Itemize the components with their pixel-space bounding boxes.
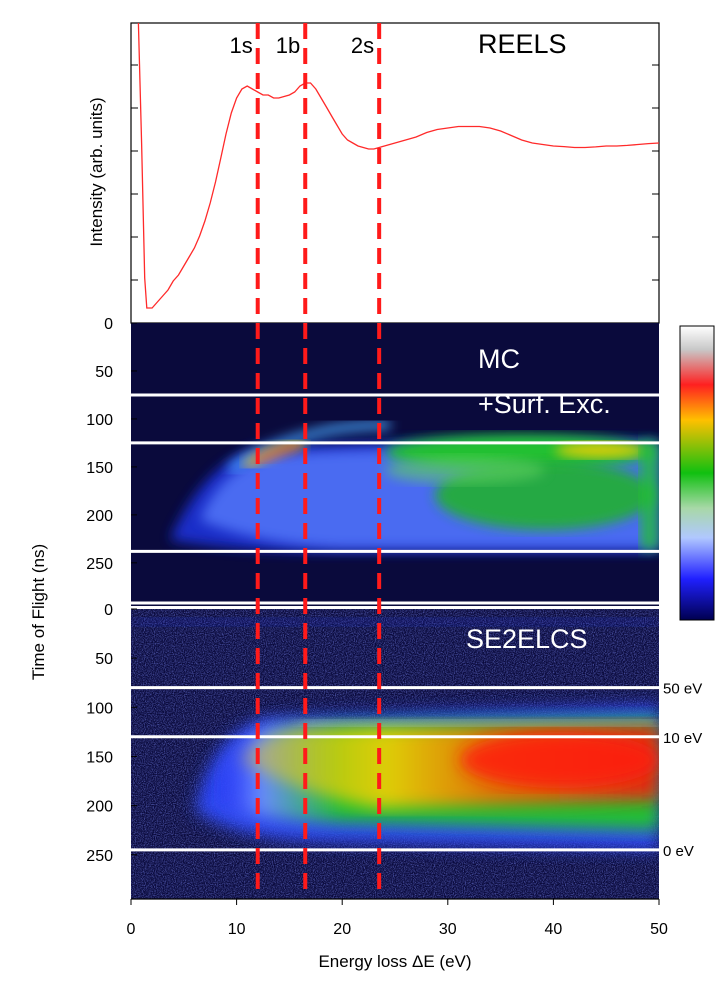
x-tick-label: 50 (650, 921, 668, 938)
x-axis-label: Energy loss ΔE (eV) (318, 952, 471, 971)
peak-label-2s: 2s (351, 33, 374, 58)
se-intensity-map (131, 618, 659, 850)
mc-y-tick-label: 100 (86, 412, 113, 429)
se-y-tick-label: 100 (86, 700, 113, 717)
mc-title-line1: MC (478, 344, 520, 374)
energy-marker-label: 10 eV (663, 730, 702, 747)
mc-y-tick-label: 0 (104, 316, 113, 333)
energy-marker-label: 50 eV (663, 681, 702, 698)
se-guide-lines (131, 686, 659, 852)
y-axis-label-intensity: Intensity (arb. units) (87, 97, 106, 246)
reels-title: REELS (478, 29, 567, 59)
se-y-ticks: 0 50 100 150 200 250 (86, 602, 137, 865)
se-title: SE2ELCS (466, 624, 588, 654)
se-energy-labels: 50 eV 10 eV 0 eV (663, 681, 702, 860)
x-tick-label: 20 (333, 921, 351, 938)
reels-frame (130, 22, 660, 324)
vertical-marker-lines (255, 23, 382, 890)
reels-panel: REELS 1s 1b 2s (130, 22, 660, 324)
mc-intensity-map (170, 421, 659, 552)
reels-series-line (137, 22, 660, 309)
x-tick-label: 30 (439, 921, 457, 938)
mc-y-tick-label: 250 (86, 556, 113, 573)
se-y-tick-label: 200 (86, 799, 113, 816)
se-y-tick-label: 50 (95, 651, 113, 668)
se-y-tick-label: 0 (104, 602, 113, 619)
mc-y-tick-label: 200 (86, 508, 113, 525)
mc-guide-lines (131, 393, 659, 605)
se-x-ticks: 0 10 20 30 40 50 (127, 898, 668, 938)
y-axis-label-tof: Time of Flight (ns) (29, 544, 48, 680)
mc-y-tick-label: 50 (95, 364, 113, 381)
peak-label-1b: 1b (276, 33, 300, 58)
reels-y-ticks (131, 64, 659, 281)
peak-label-1s: 1s (229, 33, 252, 58)
x-tick-label: 40 (545, 921, 563, 938)
mc-y-ticks: 0 50 100 150 200 250 (86, 316, 137, 573)
se-y-tick-label: 150 (86, 749, 113, 766)
x-tick-label: 0 (127, 921, 136, 938)
mc-y-tick-label: 150 (86, 460, 113, 477)
x-tick-label: 10 (228, 921, 246, 938)
energy-marker-label: 0 eV (663, 843, 694, 860)
colorbar (679, 325, 715, 621)
se-y-tick-label: 250 (86, 848, 113, 865)
